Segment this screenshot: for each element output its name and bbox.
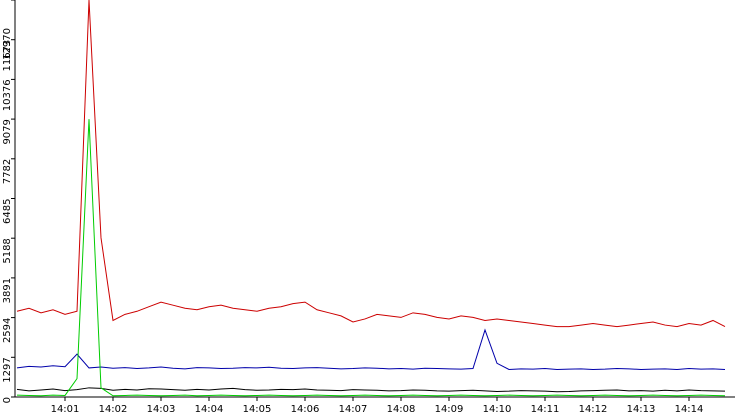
x-tick-label: 14:10 [483,404,512,415]
x-tick-label: 14:08 [387,404,416,415]
x-tick-label: 14:14 [675,404,704,415]
x-tick-label: 14:07 [339,404,368,415]
series-line [16,328,726,370]
x-tick-label: 14:09 [435,404,464,415]
y-tick-label: 11673 [2,40,13,72]
y-tick-label: 2594 [2,318,13,343]
y-tick-label: 0 [2,397,13,403]
x-tick-label: 14:13 [627,404,656,415]
x-tick-label: 14:12 [579,404,608,415]
y-tick-label: 7782 [2,159,13,184]
y-tick-label: 6485 [2,199,13,224]
y-tick-label: 9079 [2,119,13,144]
x-tick-label: 14:06 [291,404,320,415]
y-tick-label: 12970 [2,28,13,60]
x-tick-label: 14:02 [99,404,128,415]
x-tick-label: 14:03 [147,404,176,415]
x-tick-label: 14:05 [243,404,272,415]
y-tick-label: 3891 [2,278,13,303]
x-tick-label: 14:11 [531,404,560,415]
y-tick-label: 10376 [2,79,13,111]
series-line [16,0,726,328]
x-tick-label: 14:01 [51,404,80,415]
series-line [16,387,726,393]
series-line [16,119,726,397]
y-tick-label: 1297 [2,357,13,382]
y-tick-label: 5188 [2,238,13,263]
x-tick-label: 14:04 [195,404,224,415]
